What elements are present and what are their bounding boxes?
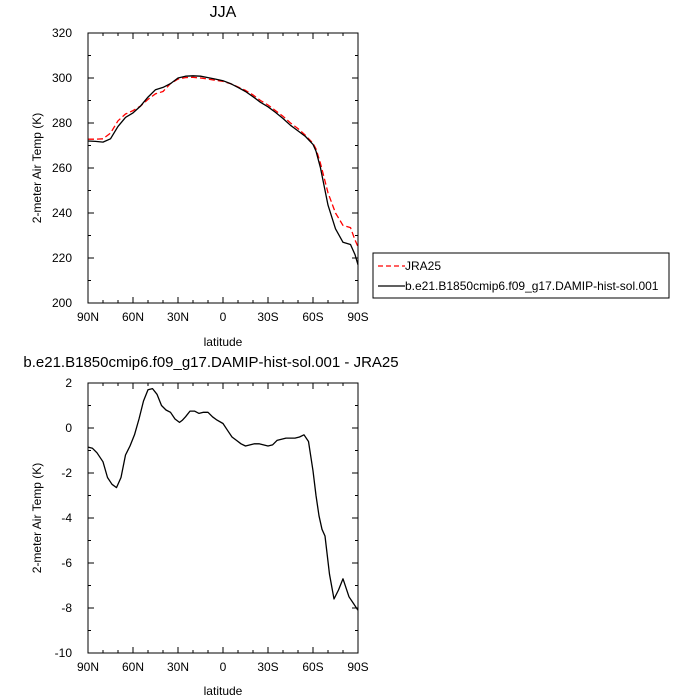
top-y-tick-label: 260 (52, 161, 72, 175)
bottom-x-tick-label: 60S (302, 660, 323, 674)
top-panel-ylabel: 2-meter Air Temp (K) (30, 113, 44, 223)
top-y-tick-label: 240 (52, 206, 72, 220)
bottom-x-tick-label: 30S (257, 660, 278, 674)
legend-model-label: b.e21.B1850cmip6.f09_g17.DAMIP-hist-sol.… (405, 279, 659, 293)
top-y-tick-label: 320 (52, 26, 72, 40)
top-x-tick-label: 30S (257, 310, 278, 324)
top-y-tick-label: 200 (52, 296, 72, 310)
top-x-tick-label: 60N (122, 310, 144, 324)
bottom-panel-frame (87, 382, 359, 654)
top-y-tick-label: 300 (52, 71, 72, 85)
top-y-tick-label: 280 (52, 116, 72, 130)
bottom-y-tick-label: -6 (61, 556, 72, 570)
top-x-tick-label: 90N (77, 310, 99, 324)
top-x-tick-label: 60S (302, 310, 323, 324)
bottom-panel-series (87, 387, 359, 611)
bottom-panel-ylabel: 2-meter Air Temp (K) (30, 463, 44, 573)
top-panel-ticks: 90N 60N 30N 0 30S 60S 90S 200 220 240 260 280 300 320 (52, 26, 369, 324)
top-panel-title: JJA (210, 4, 237, 21)
bottom-series-line-0 (87, 387, 359, 611)
bottom-y-tick-label: 0 (65, 421, 72, 435)
bottom-x-tick-label: 0 (220, 660, 227, 674)
bottom-x-tick-label: 90S (347, 660, 368, 674)
bottom-y-tick-label: -4 (61, 511, 72, 525)
top-panel-series (87, 75, 359, 265)
top-y-tick-label: 220 (52, 251, 72, 265)
bottom-x-tick-label: 90N (77, 660, 99, 674)
bottom-x-tick-label: 60N (122, 660, 144, 674)
legend-jra25-label: JRA25 (405, 259, 441, 273)
top-panel-frame (87, 32, 359, 304)
bottom-panel: b.e21.B1850cmip6.f09_g17.DAMIP-hist-sol.… (23, 354, 398, 698)
top-panel: JJA 90N 60N 30N 0 30S 60S 90S 200 220 240 260 280 30… (30, 4, 670, 349)
top-panel-xlabel: latitude (204, 335, 243, 349)
bottom-y-tick-label: -10 (55, 646, 73, 660)
bottom-y-tick-label: -2 (61, 466, 72, 480)
legend-box (372, 252, 670, 299)
top-x-tick-label: 30N (167, 310, 189, 324)
top-x-tick-label: 90S (347, 310, 368, 324)
top-series-line-1 (87, 75, 359, 265)
legend: JRA25 b.e21.B1850cmip6.f09_g17.DAMIP-his… (372, 252, 670, 299)
bottom-y-tick-label: 2 (65, 376, 72, 390)
bottom-panel-title: b.e21.B1850cmip6.f09_g17.DAMIP-hist-sol.… (23, 354, 398, 371)
bottom-y-tick-label: -8 (61, 601, 72, 615)
bottom-panel-xlabel: latitude (204, 684, 243, 698)
top-series-line-0 (88, 76, 359, 248)
top-x-tick-label: 0 (220, 310, 227, 324)
bottom-x-tick-label: 30N (167, 660, 189, 674)
